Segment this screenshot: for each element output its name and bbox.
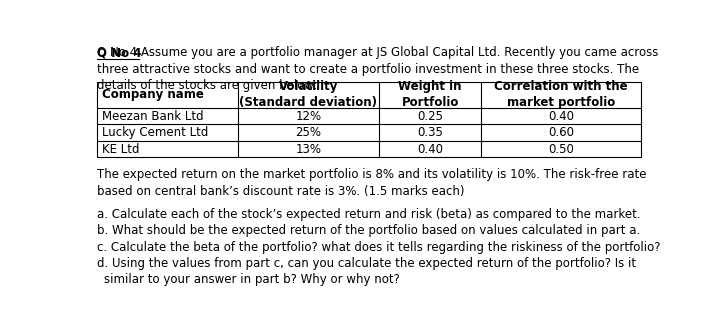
Text: 0.50: 0.50	[549, 143, 575, 156]
Text: c. Calculate the beta of the portfolio? what does it tells regarding the riskine: c. Calculate the beta of the portfolio? …	[97, 241, 661, 254]
Text: Weight in
Portfolio: Weight in Portfolio	[398, 80, 462, 110]
Text: Q No 4: Q No 4	[97, 46, 142, 59]
Text: b. What should be the expected return of the portfolio based on values calculate: b. What should be the expected return of…	[97, 224, 641, 237]
Text: 0.25: 0.25	[417, 110, 443, 123]
Text: based on central bank’s discount rate is 3%. (1.5 marks each): based on central bank’s discount rate is…	[97, 185, 464, 198]
Text: 0.40: 0.40	[417, 143, 443, 156]
Text: Correlation with the
market portfolio: Correlation with the market portfolio	[495, 80, 628, 110]
Bar	[97, 82, 642, 157]
Text: Volatility
(Standard deviation): Volatility (Standard deviation)	[240, 80, 377, 110]
Text: 13%: 13%	[295, 143, 321, 156]
Text: 12%: 12%	[295, 110, 322, 123]
Text: The expected return on the market portfolio is 8% and its volatility is 10%. The: The expected return on the market portfo…	[97, 168, 647, 181]
Text: details of the stocks are given below:: details of the stocks are given below:	[97, 79, 318, 92]
Text: Q No 4 Assume you are a portfolio manager at JS Global Capital Ltd. Recently you: Q No 4 Assume you are a portfolio manage…	[97, 46, 659, 59]
Text: 0.40: 0.40	[549, 110, 575, 123]
Text: 25%: 25%	[295, 126, 321, 139]
Text: a. Calculate each of the stock’s expected return and risk (beta) as compared to : a. Calculate each of the stock’s expecte…	[97, 208, 641, 221]
Text: Meezan Bank Ltd: Meezan Bank Ltd	[102, 110, 203, 123]
Text: 0.35: 0.35	[417, 126, 443, 139]
Text: KE Ltd: KE Ltd	[102, 143, 139, 156]
Text: Company name: Company name	[102, 89, 204, 101]
Text: three attractive stocks and want to create a portfolio investment in these three: three attractive stocks and want to crea…	[97, 62, 639, 76]
Text: similar to your answer in part b? Why or why not?: similar to your answer in part b? Why or…	[104, 273, 400, 286]
Text: 0.60: 0.60	[549, 126, 575, 139]
Text: d. Using the values from part c, can you calculate the expected return of the po: d. Using the values from part c, can you…	[97, 257, 636, 270]
Text: Lucky Cement Ltd: Lucky Cement Ltd	[102, 126, 208, 139]
